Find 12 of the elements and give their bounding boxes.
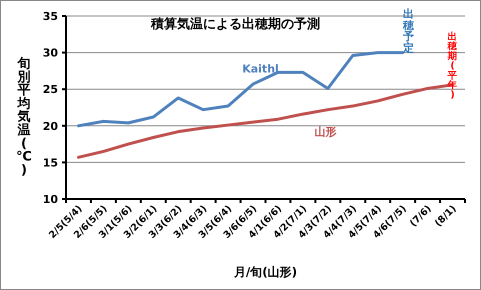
x-axis-title: 月/旬(山形)	[232, 265, 298, 279]
y-tick-label: 30	[42, 46, 58, 60]
y-tick-label: 10	[42, 193, 58, 206]
y-tick-label: 20	[42, 120, 58, 133]
y-tick-label: 15	[42, 156, 58, 170]
text: 旬別平均気温(℃)	[16, 56, 32, 178]
series-label: Kaithl	[242, 62, 279, 76]
line-series	[76, 51, 404, 128]
series-label: 山形	[314, 125, 336, 138]
y-tick-label: 35	[42, 10, 58, 23]
y-tick-label: 25	[42, 83, 58, 96]
chart-title: 積算気温による出穂期の予測	[150, 17, 320, 32]
